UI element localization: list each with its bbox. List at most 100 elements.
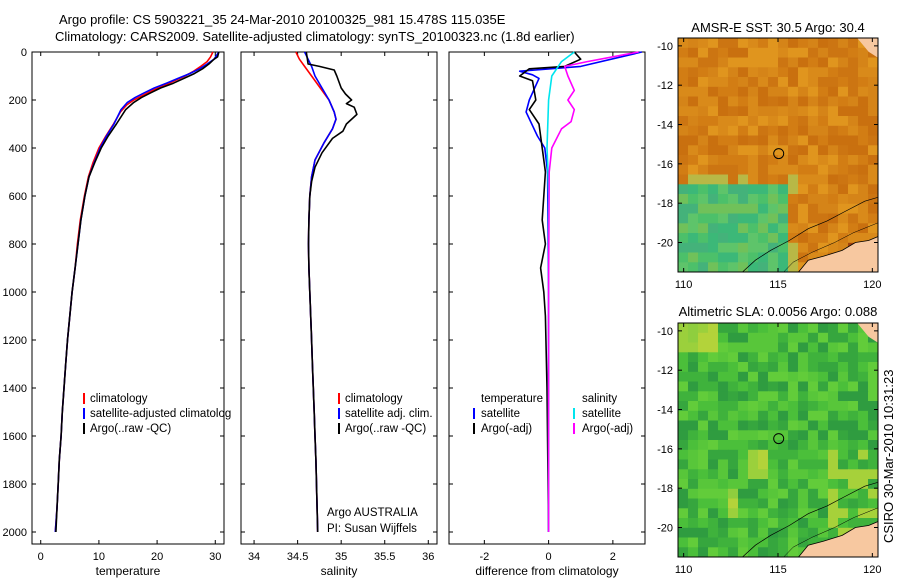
map-cell [688,332,699,344]
map-cell [778,135,789,146]
map-cell [818,391,829,402]
map-cell [688,430,699,441]
map-cell [698,518,709,529]
map-cell [688,86,699,98]
map-cell [778,488,789,500]
map-cell [868,498,878,509]
map-cell [778,96,789,107]
map-cell [838,57,849,68]
y-tick-label: -10 [657,326,673,338]
map-cell [708,410,719,422]
x-axis-label: salinity [321,564,358,578]
map-cell [758,194,769,205]
map-cell [788,323,799,334]
map-cell [678,96,689,107]
land-area [857,38,878,58]
map-cell [858,479,869,490]
map-cell [788,362,799,373]
map-cell [798,77,809,88]
map-cell [678,352,689,363]
map-cell [808,498,819,509]
map-cell [758,488,769,500]
legend-label-sal-satellite: satellite [582,408,621,420]
sst-map: -10 -12 -14 -16 -18 -20 110 115 120 [657,37,882,291]
map-cell [748,352,759,363]
map-cell [788,38,799,49]
map-cell [788,479,799,490]
map-cell [768,459,779,470]
map-cell [688,145,699,156]
map-cell [808,194,819,205]
legend-label-sal-argo: Argo(-adj) [582,423,633,435]
map-cell [808,203,819,215]
map-cell [768,547,779,557]
map-cell [858,440,869,451]
map-cell [818,518,829,529]
map-cell [718,262,729,272]
map-cell [828,381,839,392]
map-cell [828,106,839,117]
map-cell [828,342,839,353]
map-cell [718,527,729,539]
sst-map-title: AMSR-E SST: 30.5 Argo: 30.4 [691,20,864,35]
x-tick-label: 120 [863,564,881,576]
map-cell [678,57,689,68]
map-cell [708,145,719,156]
map-cell [838,371,849,383]
map-cell [698,47,709,59]
credit-argo-australia: Argo AUSTRALIA [327,507,418,519]
map-cell [758,440,769,451]
map-cell [788,469,799,480]
map-cell [758,401,769,412]
map-cell [818,449,829,461]
map-cell [728,96,739,107]
map-cell [758,332,769,344]
map-cell [768,420,779,431]
map-cell [868,223,878,234]
map-cell [868,145,878,156]
map-cell [868,440,878,451]
map-cell [798,203,809,215]
map-cell [678,537,689,548]
map-cell [858,488,869,500]
map-cell [708,323,719,334]
map-cell [748,459,759,470]
map-cell [868,135,878,146]
map-cell [778,213,789,224]
map-cell [838,332,849,344]
map-cell [778,116,789,127]
map-cell [848,67,859,78]
map-cell [748,342,759,353]
map-cell [678,401,689,412]
map-cell [688,440,699,451]
map-cell [768,430,779,441]
map-cell [678,488,689,500]
map-cell [718,57,729,68]
map-cell [688,213,699,224]
map-cell [838,459,849,470]
map-cell [828,449,839,461]
map-cell [788,262,799,272]
legend-label-argo: Argo(..raw -QC) [90,423,171,435]
map-cell [758,47,769,59]
map-cell [708,67,719,78]
map-cell [678,233,689,244]
map-cell [698,203,709,215]
y-tick-label: 600 [9,191,27,203]
map-cell [808,371,819,383]
map-cell [688,223,699,234]
map-cell [858,174,869,185]
legend-heading-temperature: temperature [481,393,543,405]
map-cell [728,381,739,392]
map-cell [678,430,689,441]
map-cell [798,342,809,353]
difference-legend: temperature satellite Argo(-adj) salinit… [473,393,633,435]
map-cell [818,145,829,156]
map-cell [738,498,749,509]
map-cell [698,342,709,353]
map-cell [718,116,729,127]
map-cell [688,164,699,176]
map-cell [738,164,749,176]
map-cell [858,233,869,244]
map-cell [838,508,849,519]
